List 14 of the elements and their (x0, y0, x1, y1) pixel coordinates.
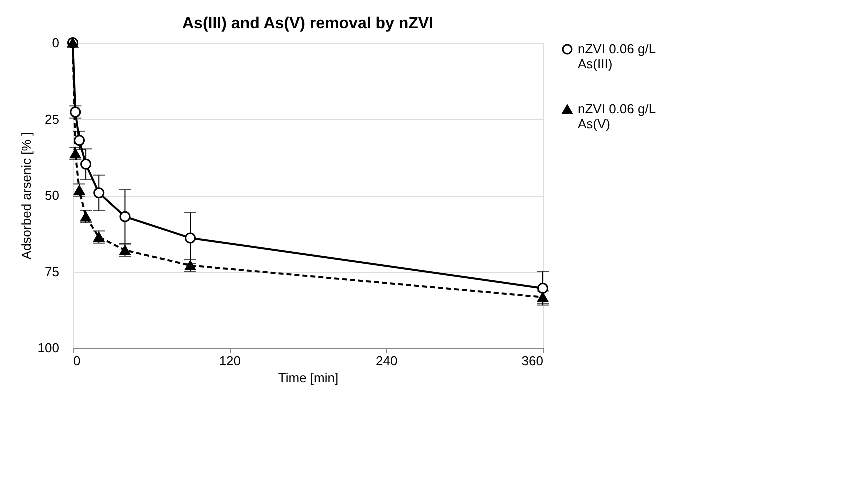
y-tick-label: 75 (45, 264, 60, 280)
legend-label: nZVI 0.06 g/L As(V) (578, 102, 656, 132)
y-axis-title: Adsorbed arsenic [% ] (18, 132, 34, 260)
x-axis-title: Time [min] (278, 370, 339, 386)
x-tick-label: 0 (74, 354, 81, 368)
y-tick-label: 100 (38, 340, 60, 356)
y-tick-label: 0 (52, 36, 60, 50)
y-tick-label: 50 (45, 188, 60, 203)
x-tick-label: 120 (219, 354, 242, 368)
y-tick-label: 25 (45, 112, 60, 127)
legend-label: nZVI 0.06 g/L As(III) (578, 42, 656, 72)
chart-title: As(III) and As(V) removal by nZVI (182, 15, 434, 32)
x-tick-label: 360 (522, 354, 544, 368)
x-tick-label: 240 (376, 354, 398, 368)
